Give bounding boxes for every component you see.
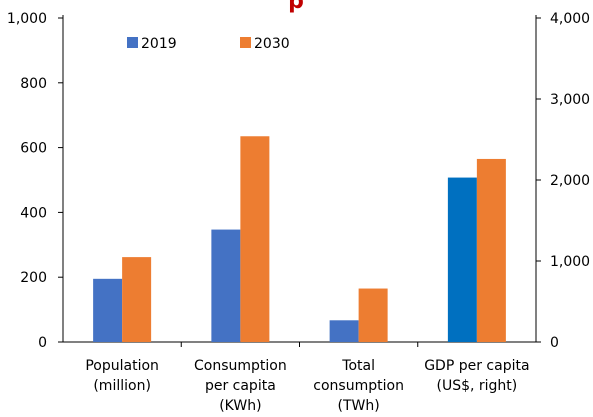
bar-2030-2: [358, 288, 388, 342]
legend-label: 2030: [254, 36, 290, 52]
bar-2030-0: [122, 257, 152, 342]
category-label-line: Consumption: [194, 358, 287, 374]
category-label: Population (million): [85, 358, 159, 394]
right-tick-label: 3,000: [550, 92, 590, 108]
category-label-line: (US$, right): [436, 378, 517, 394]
legend-swatch-2030: [240, 37, 251, 48]
legend-label: 2019: [141, 36, 177, 52]
category-label-line: (TWh): [338, 398, 380, 414]
left-tick-label: 800: [20, 76, 47, 92]
category-label: Consumption per capita (KWh): [194, 358, 287, 414]
left-tick-label: 200: [20, 270, 47, 286]
left-axis: 0 200 400 600 800 1,000: [7, 11, 63, 351]
chart-title-fragment: p: [288, 0, 304, 14]
right-tick-label: 4,000: [550, 11, 590, 27]
bar-2019-2: [329, 320, 359, 342]
bar-2019-1: [211, 229, 241, 342]
category-label-line: GDP per capita: [424, 358, 529, 374]
left-tick-label: 400: [20, 205, 47, 221]
category-label-line: (million): [93, 378, 151, 394]
left-tick-label: 1,000: [7, 11, 47, 27]
category-label-line: per capita: [205, 378, 276, 394]
bar-2019-0: [93, 278, 123, 342]
bar-2019-3: [447, 177, 477, 342]
bar-2030-3: [476, 158, 506, 342]
category-label-line: consumption: [313, 378, 404, 394]
right-tick-label: 2,000: [550, 173, 590, 189]
category-label-line: Population: [85, 358, 159, 374]
category-label: Total consumption (TWh): [313, 358, 404, 414]
right-axis: 0 1,000 2,000 3,000 4,000: [536, 11, 590, 351]
category-label-line: (KWh): [219, 398, 261, 414]
right-tick-label: 1,000: [550, 254, 590, 270]
right-tick-label: 0: [550, 335, 559, 351]
legend-swatch-2019: [127, 37, 138, 48]
bars: [93, 136, 506, 347]
category-labels: Population (million) Consumption per capita…: [85, 358, 529, 414]
category-label-line: Total: [341, 358, 375, 374]
left-tick-label: 600: [20, 141, 47, 157]
legend: 2019 2030: [127, 36, 290, 52]
bar-2030-1: [240, 136, 270, 342]
category-label: GDP per capita (US$, right): [424, 358, 529, 394]
left-tick-label: 0: [38, 335, 47, 351]
